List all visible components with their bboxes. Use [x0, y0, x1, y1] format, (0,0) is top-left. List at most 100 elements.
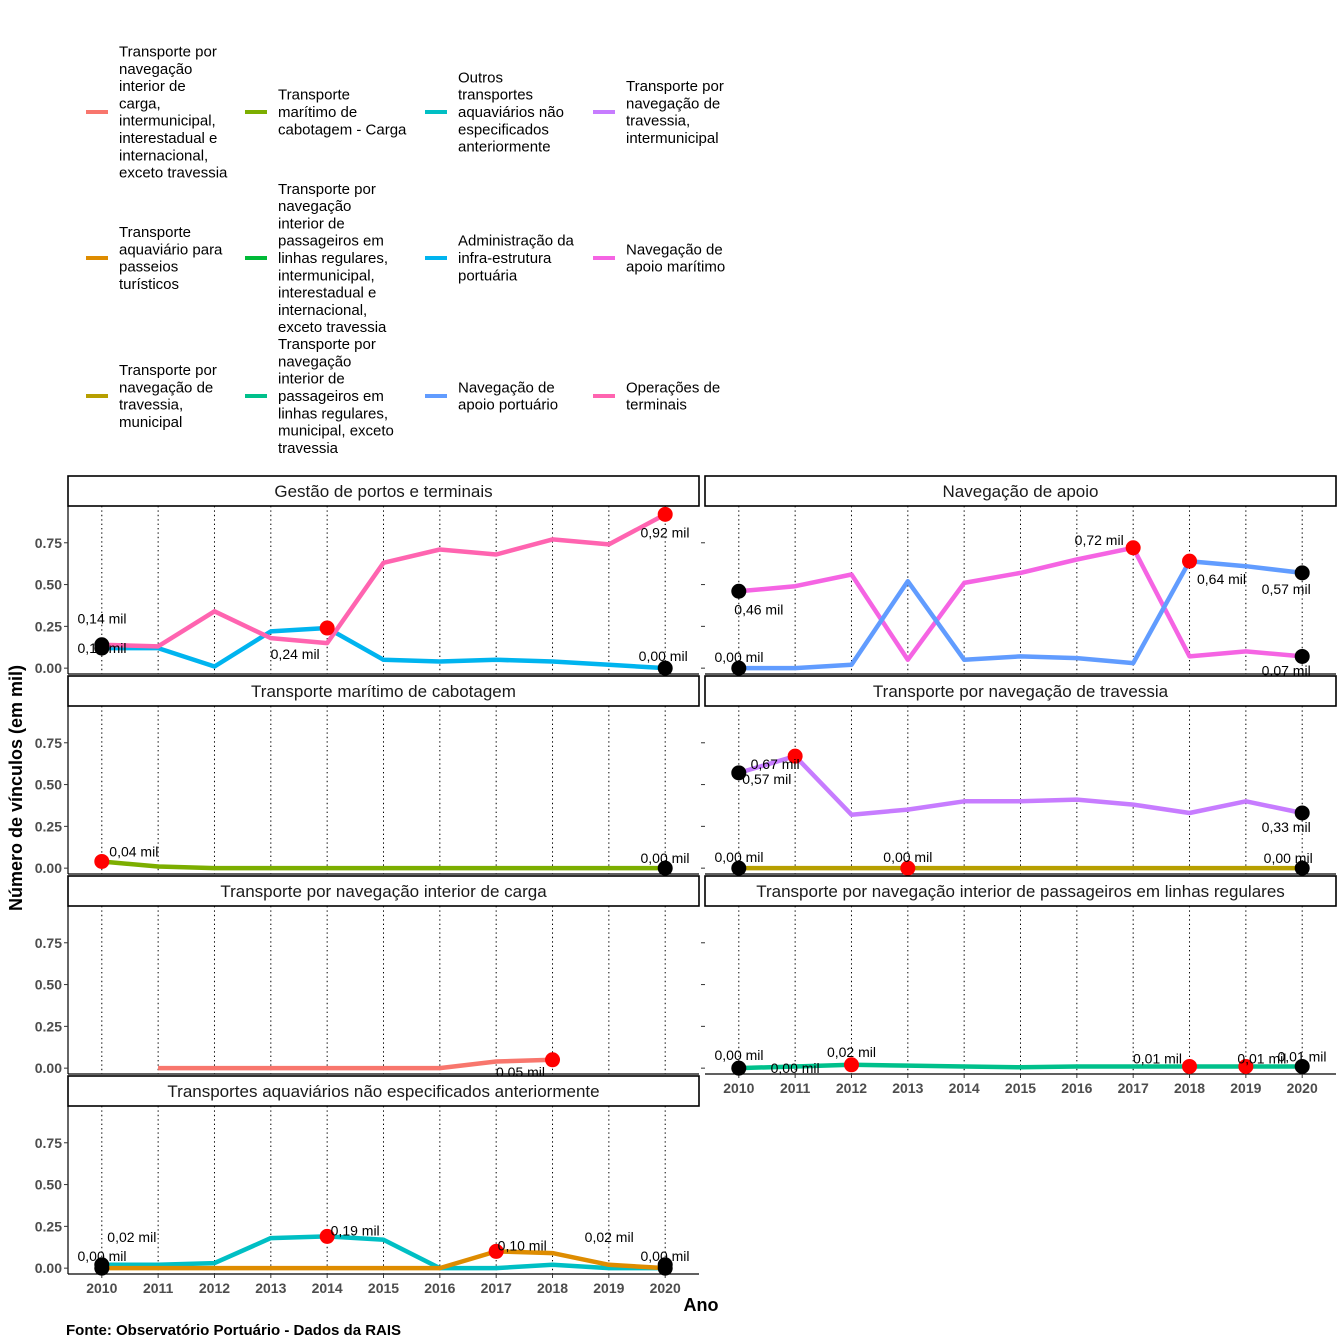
legend-item: Transporte por navegação de travessia, muni…	[86, 362, 217, 431]
data-point	[657, 860, 673, 876]
legend-item: Administração da infra-estrutura portuária	[425, 233, 575, 285]
series-line	[101, 859, 666, 871]
facet-title: Navegação de apoio	[943, 482, 1099, 501]
point-label: 0,07 mil	[1262, 662, 1311, 678]
facet-panel: Navegação de apoio 0,46 mil 0,00 mil 0,72 m…	[701, 475, 1337, 678]
point-label: 0,00 mil	[639, 648, 688, 664]
data-point	[1238, 1058, 1254, 1074]
point-label: 0,00 mil	[714, 1047, 763, 1063]
y-tick-label: 0.75	[35, 735, 62, 751]
x-tick-label: 2016	[424, 1280, 455, 1296]
point-label: 0,00 mil	[714, 849, 763, 865]
data-point	[731, 583, 747, 599]
facet-strip	[704, 675, 1337, 707]
series-line	[101, 1249, 666, 1271]
data-point	[1294, 860, 1310, 876]
point-label: 0,92 mil	[640, 524, 689, 540]
data-point	[1182, 1058, 1198, 1074]
y-tick-label: 0.25	[35, 1018, 62, 1034]
x-tick-label: 2019	[1230, 1080, 1261, 1096]
legend-label: Transporte por navegação interior de carga,…	[119, 43, 228, 181]
data-point	[545, 1052, 561, 1068]
legend-label: Navegação de apoio marítimo	[626, 241, 725, 275]
series-line	[101, 1234, 666, 1271]
data-point	[843, 1057, 859, 1073]
facet-title: Transporte marítimo de cabotagem	[251, 682, 516, 701]
series-line	[158, 1057, 553, 1071]
legend-item: Outros transportes aquaviários não especifi…	[425, 69, 564, 156]
legend-label: Transporte por navegação de travessia, muni…	[119, 362, 217, 431]
legend-label: Transporte aquaviário para passeios turísti…	[119, 224, 223, 293]
point-label: 0,67 mil	[751, 756, 800, 772]
data-point	[900, 860, 916, 876]
data-point	[1294, 1058, 1310, 1074]
y-tick-label: 0.50	[35, 1177, 62, 1193]
facet-title: Transporte por navegação de travessia	[873, 682, 1169, 701]
facet-panel: Transporte por navegação de travessia 0,5…	[701, 675, 1337, 876]
legend-label: Transporte marítimo de cabotagem - Carga	[278, 87, 407, 139]
y-tick-label: 0.25	[35, 618, 62, 634]
legend-label: Administração da infra-estrutura portuária	[458, 233, 575, 285]
legend-item: Navegação de apoio marítimo	[593, 241, 725, 276]
legend-item: Transporte aquaviário para passeios turísti…	[86, 224, 223, 293]
legend-item: Transporte por navegação de travessia, inte…	[593, 78, 724, 147]
x-tick-label: 2014	[949, 1080, 980, 1096]
data-point	[1125, 540, 1141, 556]
facet-strip	[67, 475, 700, 507]
data-point	[1294, 648, 1310, 664]
point-label: 0,57 mil	[742, 771, 791, 787]
point-label: 0,00 mil	[640, 1248, 689, 1264]
legend-label: Transporte por navegação de travessia, inte…	[626, 78, 724, 147]
point-label: 0,14 mil	[77, 611, 126, 627]
source-caption: Fonte: Observatório Portuário - Dados da…	[66, 1322, 401, 1339]
data-point	[1294, 565, 1310, 581]
x-tick-label: 2017	[481, 1280, 512, 1296]
x-tick-label: 2018	[1174, 1080, 1205, 1096]
x-tick-label: 2016	[1061, 1080, 1092, 1096]
x-tick-label: 2011	[143, 1280, 174, 1296]
x-tick-label: 2012	[199, 1280, 230, 1296]
x-tick-label: 2015	[1005, 1080, 1036, 1096]
data-point	[1182, 553, 1198, 569]
series-line	[738, 1062, 1303, 1071]
y-tick-label: 0.50	[35, 577, 62, 593]
facet-title: Transportes aquaviários não especificado…	[167, 1082, 599, 1101]
y-tick-label: 0.00	[35, 1060, 62, 1076]
x-tick-label: 2015	[368, 1280, 399, 1296]
facet-panels: Gestão de portos e terminais 0.00 0.25 0.50…	[35, 475, 1337, 1296]
legend-label: Transporte por navegação interior de passag…	[278, 336, 394, 457]
legend-item: Transporte marítimo de cabotagem - Carga	[245, 87, 407, 139]
data-point	[731, 660, 747, 676]
data-point	[787, 748, 803, 764]
data-point	[319, 620, 335, 636]
y-tick-label: 0.25	[35, 1218, 62, 1234]
facet-strip	[704, 475, 1337, 507]
y-tick-label: 0.75	[35, 935, 62, 951]
point-label: 0,01 mil	[1237, 1050, 1286, 1066]
facet-strip	[67, 875, 700, 907]
y-tick-label: 0.75	[35, 535, 62, 551]
data-point	[731, 1060, 747, 1076]
data-point	[657, 660, 673, 676]
y-tick-label: 0.50	[35, 777, 62, 793]
facet-panel: Transporte por navegação interior de pas…	[701, 875, 1337, 1096]
legend-item: Transporte por navegação interior de passag…	[245, 336, 394, 457]
x-tick-label: 2020	[1287, 1080, 1318, 1096]
x-tick-label: 2012	[836, 1080, 867, 1096]
x-tick-label: 2019	[593, 1280, 624, 1296]
point-label: 0,02 mil	[585, 1229, 634, 1245]
legend-item: Operações de terminais	[593, 379, 720, 414]
point-label: 0,19 mil	[331, 1222, 380, 1238]
data-point	[319, 1228, 335, 1244]
legend: Transporte por navegação interior de carga,…	[86, 43, 725, 457]
point-label: 0,12 mil	[77, 640, 126, 656]
series-line	[101, 625, 666, 671]
y-tick-label: 0.75	[35, 1135, 62, 1151]
data-point	[488, 1243, 504, 1259]
x-tick-label: 2017	[1118, 1080, 1149, 1096]
data-point	[731, 765, 747, 781]
point-label: 0,24 mil	[271, 646, 320, 662]
point-label: 0,00 mil	[640, 850, 689, 866]
point-label: 0,01 mil	[1133, 1050, 1182, 1066]
